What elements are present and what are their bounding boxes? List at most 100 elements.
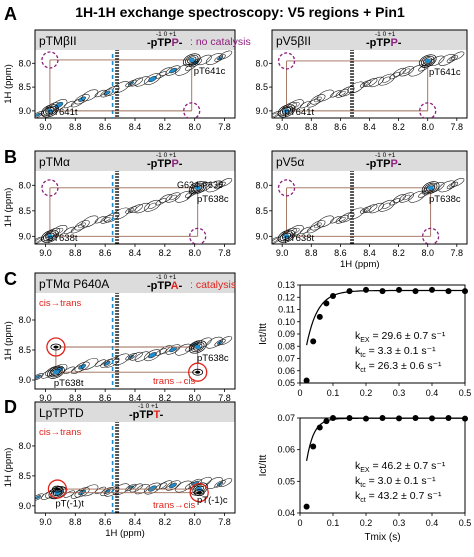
kinetics-plot-2: 0.04 0.05 0.06 0.07 0 0.1 0.2 0.3 0.4 0.5 Ict/Itt T… (258, 413, 471, 543)
y-tick-label: 8.0 (255, 180, 268, 190)
diagonal-peak (187, 56, 197, 64)
diagonal-contour-core (290, 227, 300, 235)
data-point (316, 313, 323, 320)
x-tick-label: 8.2 (159, 122, 172, 132)
figure-title: 1H-1H exchange spectroscopy: V5 regions … (75, 4, 405, 20)
x-tick-label: 0.5 (459, 388, 472, 398)
rate-constant-ct: kct = 43.2 ± 0.7 s⁻¹ (355, 490, 442, 504)
diagonal-contour-core (169, 482, 177, 489)
diagonal-peak (43, 105, 57, 116)
diagonal-peak (277, 104, 296, 118)
diagonal-peak (51, 368, 61, 376)
exchange-peak-core (195, 370, 201, 374)
diagonal-contour (392, 67, 407, 77)
y-tick-label: 8.0 (18, 58, 31, 68)
x-tick-label: 8.6 (99, 248, 112, 258)
panel-letter-a: A (4, 4, 17, 24)
diagonal-contour (214, 54, 226, 62)
diagonal-contour (143, 349, 161, 362)
x-tick-label: 8.2 (159, 248, 172, 258)
x-tick-label: 8.0 (188, 393, 201, 403)
diagonal-contour (408, 64, 426, 77)
diagonal-contour-core (169, 194, 177, 201)
diagonal-peak (45, 107, 55, 115)
exchange-peak-circle (183, 102, 201, 118)
data-point (429, 286, 435, 293)
diagonal-contour (104, 85, 120, 97)
x-tick-label: 8.8 (69, 122, 82, 132)
diagonal-peak-core (188, 57, 195, 62)
y-tick-label: 8.5 (18, 345, 31, 355)
sequence-index: -1 0 +1 (156, 152, 177, 159)
diagonal-peak-core (194, 345, 201, 349)
x-tick-label: 8.4 (129, 393, 142, 403)
spectrum-plot-area: pT641t pT641c (35, 50, 233, 118)
spectrum-title: pV5α (276, 155, 304, 169)
x-tick-label: 8.2 (392, 248, 405, 258)
data-point (310, 338, 317, 345)
data-point (346, 415, 353, 421)
y-tick-label: 8.5 (18, 471, 31, 481)
diagonal-peak (281, 107, 292, 115)
diagonal-peak (45, 232, 55, 240)
diagonal-contour (81, 357, 99, 370)
exchange-peak-circle (46, 337, 66, 357)
diagonal-contour (310, 220, 326, 231)
spectrum-header (272, 30, 467, 50)
y-axis-label: Ict/Itt (258, 454, 269, 476)
diagonal-contour (316, 215, 334, 228)
diagonal-peak (193, 184, 203, 192)
y-tick-label: 0.09 (277, 329, 295, 339)
spectrum-title: pTMβII (39, 34, 77, 48)
diagonal-contour (438, 54, 456, 66)
diagonal-contour (81, 215, 99, 228)
diagonal-peak (423, 182, 438, 193)
x-tick-label: 8.8 (69, 517, 82, 527)
diagonal-contour (306, 224, 321, 234)
y-tick-label: 0.06 (277, 445, 295, 455)
y-tick-label: 9.0 (255, 231, 268, 241)
diagonal-contour (392, 194, 407, 203)
x-tick-label: 7.8 (218, 517, 231, 527)
spectrum-title: LpTPTD (39, 406, 84, 420)
diagonal-peak (41, 104, 59, 118)
x-tick-label: 8.4 (129, 122, 142, 132)
diagonal-peak (420, 55, 435, 66)
diagonal-peak (190, 182, 205, 193)
diagonal-contour-core (35, 374, 41, 379)
data-point (323, 300, 330, 307)
peak-label-cis: pT641c (194, 66, 226, 77)
diagonal-contour-core (338, 91, 346, 96)
diagonal-contour (389, 198, 401, 206)
diagonal-contour (364, 78, 378, 87)
x-tick-label: 9.0 (39, 517, 52, 527)
diagonal-contour (40, 491, 55, 500)
diagonal-peak-core (194, 185, 201, 190)
data-point (462, 288, 468, 295)
data-point (363, 415, 369, 422)
diagonal-peak (41, 229, 59, 243)
x-tick-label: 8.6 (334, 122, 347, 132)
x-tick-label: 8.8 (69, 248, 82, 258)
diagonal-contour-core (78, 364, 86, 370)
x-tick-label: 0.2 (360, 518, 373, 528)
rate-constant-tc: ktc = 3.3 ± 0.1 s⁻¹ (355, 345, 436, 359)
y-tick-label: 0.07 (277, 413, 295, 423)
data-point (330, 415, 336, 421)
x-tick-label: 0.5 (459, 518, 472, 528)
x-tick-label: 8.2 (159, 517, 172, 527)
spectrum-header (272, 151, 467, 171)
diagonal-contour (155, 348, 167, 356)
sequence-index: -1 0 +1 (156, 31, 177, 38)
diagonal-contour-core (217, 481, 223, 486)
diagonal-contour-core (382, 202, 391, 209)
y-tick-label: 8.5 (255, 206, 268, 216)
x-tick-label: 8.6 (334, 248, 347, 258)
data-point (379, 415, 386, 421)
diagonal-contour-core (35, 495, 41, 500)
x-tick-label: 0.1 (327, 388, 340, 398)
diagonal-contour (218, 336, 233, 345)
spectrum-header (35, 402, 235, 422)
x-tick-label: 9.0 (39, 248, 52, 258)
peak-label-trans: pT638t (54, 378, 84, 389)
